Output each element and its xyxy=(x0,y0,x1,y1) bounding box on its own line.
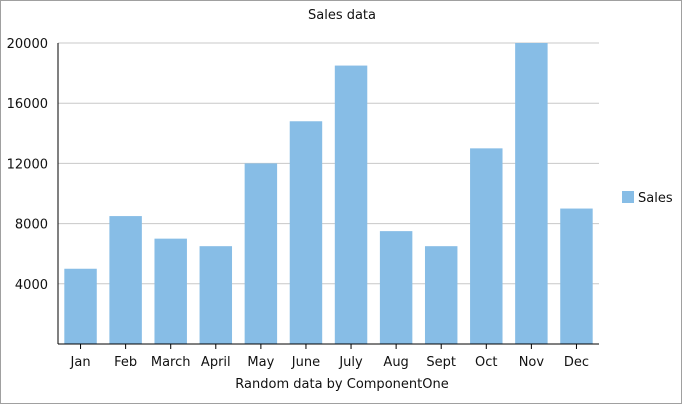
bar-may xyxy=(244,163,278,344)
x-tick-label-may: May xyxy=(247,355,274,370)
x-tick-label-aug: Aug xyxy=(383,355,408,370)
bar-dec xyxy=(560,208,593,344)
x-tick-label-june: June xyxy=(291,355,320,370)
y-tick-label-4000: 4000 xyxy=(15,278,48,293)
x-tick-label-dec: Dec xyxy=(564,355,589,370)
bar-march xyxy=(154,238,187,344)
x-tick-label-oct: Oct xyxy=(475,355,497,370)
legend-swatch-sales xyxy=(622,191,634,203)
x-tick-label-jan: Jan xyxy=(70,355,91,370)
bar-feb xyxy=(109,216,142,344)
bars xyxy=(64,43,593,344)
x-tick-label-july: July xyxy=(338,355,363,370)
x-tick-label-april: April xyxy=(201,355,231,370)
y-tick-label-20000: 20000 xyxy=(7,37,48,52)
x-tick-label-feb: Feb xyxy=(114,355,137,370)
x-tick-label-sept: Sept xyxy=(426,355,456,370)
y-axis-tick-labels: 4000 8000 12000 16000 20000 xyxy=(7,37,48,293)
gridlines xyxy=(58,42,599,285)
x-tick-label-nov: Nov xyxy=(519,355,545,370)
bar-nov xyxy=(515,43,548,344)
x-axis-tick-labels: Jan Feb March April May June July Aug Sept Oct Nov… xyxy=(70,344,589,370)
bar-april xyxy=(199,246,233,344)
y-tick-label-16000: 16000 xyxy=(7,97,48,112)
bar-july xyxy=(334,65,368,344)
bar-aug xyxy=(379,231,413,344)
bar-oct xyxy=(470,148,503,344)
x-tick-label-march: March xyxy=(151,355,191,370)
chart-title: Sales data xyxy=(308,8,376,23)
legend-label-sales: Sales xyxy=(638,191,673,206)
legend: Sales xyxy=(622,191,673,206)
y-tick-label-8000: 8000 xyxy=(15,218,48,233)
bar-june xyxy=(289,121,323,344)
bar-sept xyxy=(424,246,458,344)
x-axis-title: Random data by ComponentOne xyxy=(235,377,448,392)
bar-jan xyxy=(64,268,97,344)
y-tick-label-12000: 12000 xyxy=(7,157,48,172)
